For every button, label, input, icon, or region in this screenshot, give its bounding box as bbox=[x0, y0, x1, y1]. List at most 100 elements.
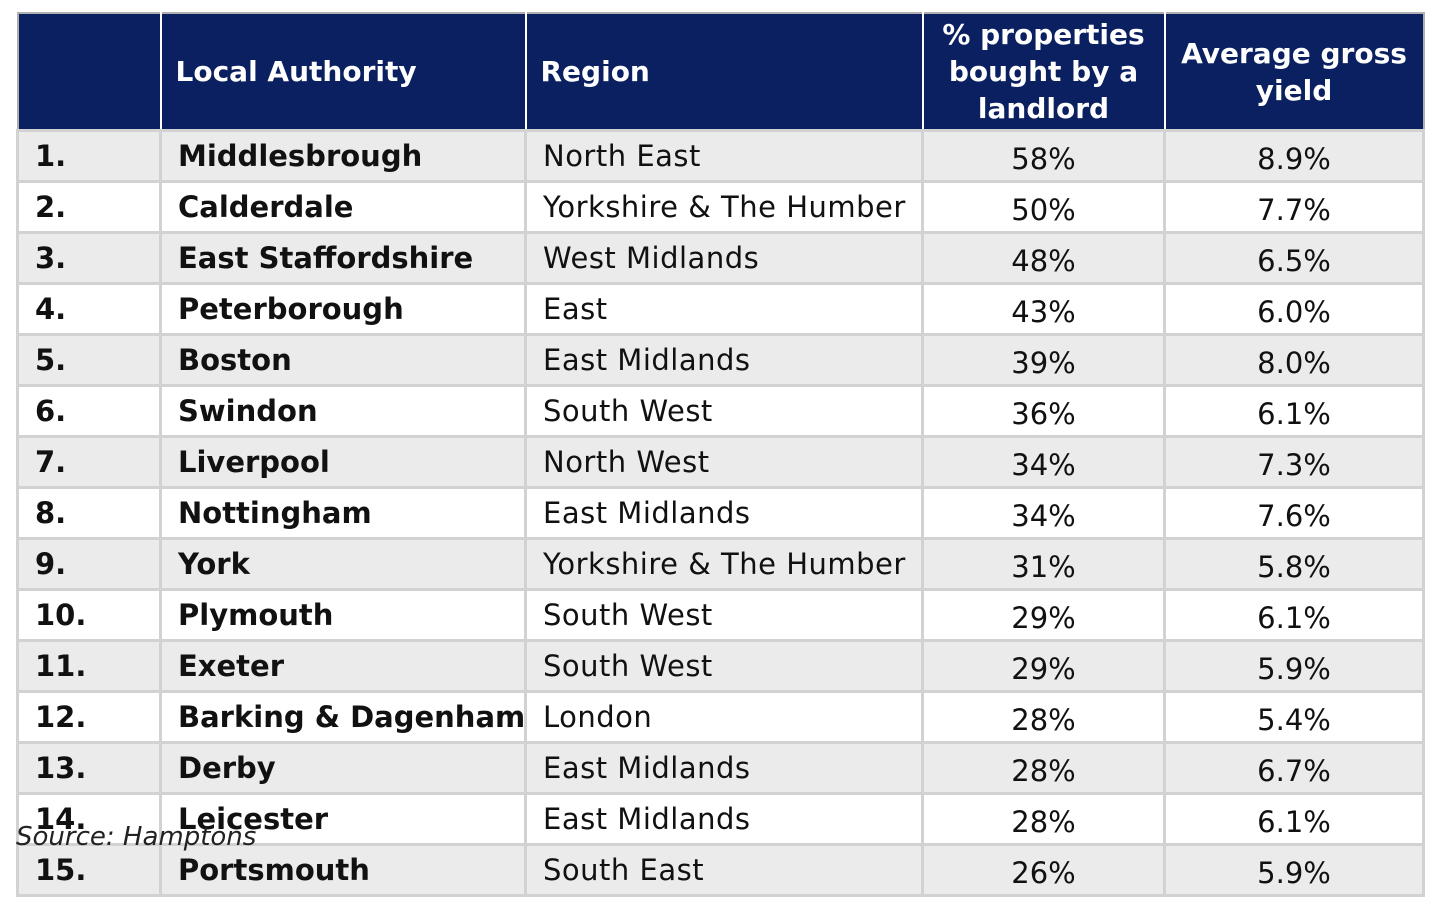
cell-percent-landlord: 58% bbox=[921, 129, 1166, 183]
cell-rank: 9. bbox=[16, 537, 162, 591]
cell-percent-landlord: 50% bbox=[921, 180, 1166, 234]
cell-local-authority: Barking & Dagenham bbox=[159, 690, 527, 744]
table-row: 2. Calderdale Yorkshire & The Humber 50% 7.7… bbox=[16, 180, 1425, 234]
cell-percent-landlord: 31% bbox=[921, 537, 1166, 591]
cell-region: South East bbox=[524, 843, 924, 897]
table-row: 1. Middlesbrough North East 58% 8.9% bbox=[16, 129, 1425, 183]
cell-rank: 10. bbox=[16, 588, 162, 642]
table-row: 3. East Staffordshire West Midlands 48% 6.5% bbox=[16, 231, 1425, 285]
table-row: 11. Exeter South West 29% 5.9% bbox=[16, 639, 1425, 693]
cell-rank: 4. bbox=[16, 282, 162, 336]
table-row: 14. Leicester East Midlands 28% 6.1% bbox=[16, 792, 1425, 846]
cell-average-yield: 7.7% bbox=[1163, 180, 1425, 234]
cell-local-authority: York bbox=[159, 537, 527, 591]
cell-percent-landlord: 28% bbox=[921, 741, 1166, 795]
cell-region: Yorkshire & The Humber bbox=[524, 537, 924, 591]
table-row: 5. Boston East Midlands 39% 8.0% bbox=[16, 333, 1425, 387]
cell-local-authority: East Staffordshire bbox=[159, 231, 527, 285]
cell-percent-landlord: 28% bbox=[921, 690, 1166, 744]
cell-region: East Midlands bbox=[524, 486, 924, 540]
cell-local-authority: Portsmouth bbox=[159, 843, 527, 897]
cell-rank: 14. bbox=[16, 792, 162, 846]
table-row: 4. Peterborough East 43% 6.0% bbox=[16, 282, 1425, 336]
cell-percent-landlord: 43% bbox=[921, 282, 1166, 336]
cell-average-yield: 5.9% bbox=[1163, 843, 1425, 897]
cell-local-authority: Swindon bbox=[159, 384, 527, 438]
cell-percent-landlord: 34% bbox=[921, 486, 1166, 540]
cell-region: South West bbox=[524, 384, 924, 438]
source-note: Source: Hamptons bbox=[16, 822, 257, 852]
cell-rank: 7. bbox=[16, 435, 162, 489]
cell-region: East Midlands bbox=[524, 333, 924, 387]
cell-percent-landlord: 29% bbox=[921, 639, 1166, 693]
cell-region: London bbox=[524, 690, 924, 744]
cell-region: East Midlands bbox=[524, 792, 924, 846]
cell-average-yield: 8.9% bbox=[1163, 129, 1425, 183]
table-row: 10. Plymouth South West 29% 6.1% bbox=[16, 588, 1425, 642]
cell-average-yield: 8.0% bbox=[1163, 333, 1425, 387]
cell-average-yield: 7.6% bbox=[1163, 486, 1425, 540]
table-row: 13. Derby East Midlands 28% 6.7% bbox=[16, 741, 1425, 795]
cell-local-authority: Calderdale bbox=[159, 180, 527, 234]
cell-region: South West bbox=[524, 588, 924, 642]
cell-local-authority: Liverpool bbox=[159, 435, 527, 489]
cell-rank: 2. bbox=[16, 180, 162, 234]
header-percent-landlord: % properties bought by a landlord bbox=[921, 13, 1166, 132]
cell-local-authority: Nottingham bbox=[159, 486, 527, 540]
table-container: Local Authority Region % properties boug… bbox=[16, 12, 1425, 897]
cell-rank: 11. bbox=[16, 639, 162, 693]
cell-rank: 12. bbox=[16, 690, 162, 744]
cell-region: East Midlands bbox=[524, 741, 924, 795]
cell-rank: 1. bbox=[16, 129, 162, 183]
cell-region: Yorkshire & The Humber bbox=[524, 180, 924, 234]
cell-rank: 5. bbox=[16, 333, 162, 387]
table-row: 9. York Yorkshire & The Humber 31% 5.8% bbox=[16, 537, 1425, 591]
cell-region: East bbox=[524, 282, 924, 336]
table-row: 15. Portsmouth South East 26% 5.9% bbox=[16, 843, 1425, 897]
table-row: 6. Swindon South West 36% 6.1% bbox=[16, 384, 1425, 438]
cell-rank: 6. bbox=[16, 384, 162, 438]
cell-local-authority: Exeter bbox=[159, 639, 527, 693]
table-body: 1. Middlesbrough North East 58% 8.9% 2. Calder… bbox=[16, 129, 1425, 897]
landlord-table: Local Authority Region % properties boug… bbox=[16, 12, 1425, 897]
cell-local-authority: Boston bbox=[159, 333, 527, 387]
cell-local-authority: Plymouth bbox=[159, 588, 527, 642]
cell-local-authority: Leicester bbox=[159, 792, 527, 846]
cell-rank: 15. bbox=[16, 843, 162, 897]
cell-percent-landlord: 26% bbox=[921, 843, 1166, 897]
table-row: 12. Barking & Dagenham London 28% 5.4% bbox=[16, 690, 1425, 744]
cell-average-yield: 6.7% bbox=[1163, 741, 1425, 795]
cell-percent-landlord: 28% bbox=[921, 792, 1166, 846]
cell-average-yield: 5.9% bbox=[1163, 639, 1425, 693]
header-rank bbox=[17, 13, 162, 132]
cell-rank: 13. bbox=[16, 741, 162, 795]
header-local-authority: Local Authority bbox=[159, 13, 527, 132]
cell-average-yield: 5.4% bbox=[1163, 690, 1425, 744]
cell-rank: 3. bbox=[16, 231, 162, 285]
cell-region: North West bbox=[524, 435, 924, 489]
header-row: Local Authority Region % properties boug… bbox=[17, 13, 1424, 132]
cell-average-yield: 7.3% bbox=[1163, 435, 1425, 489]
cell-average-yield: 6.5% bbox=[1163, 231, 1425, 285]
header-average-yield: Average gross yield bbox=[1163, 13, 1424, 132]
cell-region: West Midlands bbox=[524, 231, 924, 285]
cell-region: North East bbox=[524, 129, 924, 183]
cell-percent-landlord: 29% bbox=[921, 588, 1166, 642]
cell-percent-landlord: 48% bbox=[921, 231, 1166, 285]
cell-average-yield: 6.0% bbox=[1163, 282, 1425, 336]
cell-region: South West bbox=[524, 639, 924, 693]
cell-average-yield: 6.1% bbox=[1163, 384, 1425, 438]
cell-local-authority: Derby bbox=[159, 741, 527, 795]
table-row: 8. Nottingham East Midlands 34% 7.6% bbox=[16, 486, 1425, 540]
cell-percent-landlord: 39% bbox=[921, 333, 1166, 387]
cell-rank: 8. bbox=[16, 486, 162, 540]
table-row: 7. Liverpool North West 34% 7.3% bbox=[16, 435, 1425, 489]
cell-average-yield: 5.8% bbox=[1163, 537, 1425, 591]
cell-average-yield: 6.1% bbox=[1163, 588, 1425, 642]
cell-local-authority: Middlesbrough bbox=[159, 129, 527, 183]
cell-percent-landlord: 36% bbox=[921, 384, 1166, 438]
cell-percent-landlord: 34% bbox=[921, 435, 1166, 489]
cell-average-yield: 6.1% bbox=[1163, 792, 1425, 846]
cell-local-authority: Peterborough bbox=[159, 282, 527, 336]
header-region: Region bbox=[524, 13, 924, 132]
